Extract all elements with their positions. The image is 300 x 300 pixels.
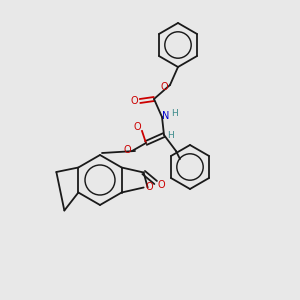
- Text: H: H: [167, 131, 173, 140]
- Text: N: N: [162, 111, 170, 121]
- Text: H: H: [172, 109, 178, 118]
- Text: O: O: [160, 82, 168, 92]
- Text: O: O: [158, 179, 166, 190]
- Text: O: O: [133, 122, 141, 132]
- Text: O: O: [146, 182, 154, 193]
- Text: O: O: [123, 145, 131, 155]
- Text: O: O: [130, 96, 138, 106]
